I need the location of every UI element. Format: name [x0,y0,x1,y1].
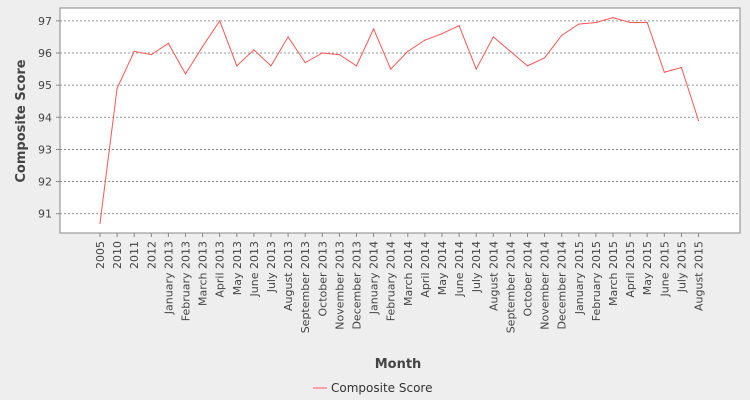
x-tick-label: October 2013 [316,241,329,317]
y-tick-label: 92 [38,176,52,189]
data-point [663,71,665,73]
x-tick-label: June 2013 [248,241,261,297]
x-tick-label: August 2014 [487,241,500,311]
x-tick-label: April 2015 [624,241,637,298]
data-point [441,33,443,35]
data-point [612,17,614,19]
data-point [526,65,529,67]
x-tick-label: 2011 [128,241,141,269]
x-tick-label: 2012 [145,241,158,269]
data-point [390,68,392,70]
y-tick-label: 96 [38,47,52,60]
data-point [253,49,255,51]
legend: Composite Score [313,381,432,395]
x-tick-label: April 2013 [214,241,227,298]
data-point [202,45,204,48]
data-point [150,54,152,56]
data-point [492,36,494,38]
x-tick-label: October 2014 [522,241,535,317]
y-axis-title: Composite Score [14,59,29,182]
y-tick-label: 97 [38,15,52,28]
data-point [578,23,580,25]
data-point [544,57,546,59]
x-tick-label: 2010 [111,241,124,269]
x-tick-label: March 2015 [607,241,620,306]
y-tick-label: 95 [38,79,52,92]
x-tick-label: January 2015 [573,241,586,315]
x-tick-label: February 2014 [385,241,398,321]
data-point [475,68,477,70]
x-tick-label: January 2014 [368,241,381,315]
x-tick-label: March 2013 [197,241,210,306]
x-tick-label: February 2015 [590,241,603,321]
x-tick-label: 2005 [94,241,107,269]
x-tick-label: June 2014 [453,241,466,297]
data-point [219,20,221,22]
data-point [595,21,597,24]
data-point [167,42,169,44]
x-tick-label: May 2015 [641,241,654,295]
data-point [321,52,323,54]
data-point [424,39,426,41]
x-tick-label: February 2013 [180,241,193,321]
y-axis: 91 92 93 94 95 96 97 [38,15,60,221]
x-tick-label: September 2013 [299,241,312,333]
data-point [629,21,631,24]
x-tick-label: July 2014 [470,241,483,293]
x-tick-label: December 2013 [351,241,364,330]
x-tick-label: May 2013 [231,241,244,295]
data-point [184,73,187,75]
y-tick-label: 93 [38,143,52,156]
series-layer [99,17,700,224]
data-point [407,50,409,52]
data-point [355,65,358,67]
x-tick-label: November 2013 [333,241,346,330]
x-axis: 2005 2010 2011 2012 January 2013 February 201… [94,233,706,333]
data-point [509,50,511,52]
grid-lines [60,20,740,215]
x-tick-label: December 2014 [556,241,569,330]
y-tick-label: 94 [38,111,52,124]
data-point [373,28,375,30]
y-tick-label: 91 [38,208,52,221]
data-point [133,50,135,52]
x-tick-label: March 2014 [402,241,415,306]
data-point [270,65,272,67]
plot-area [59,7,741,234]
x-tick-label: January 2013 [162,241,175,315]
x-tick-label: August 2013 [282,241,295,311]
x-tick-label: April 2014 [419,241,432,298]
x-tick-label: July 2013 [265,241,278,293]
data-point [236,65,238,67]
x-tick-label: July 2015 [675,241,688,293]
data-point [99,222,101,224]
x-tick-label: August 2015 [693,241,706,311]
series-line [99,17,699,224]
x-tick-label: November 2014 [539,241,552,330]
data-point [287,36,289,38]
data-point [680,66,683,69]
x-tick-label: May 2014 [436,241,449,295]
data-point [116,87,118,89]
data-point [338,54,340,56]
data-point [646,21,648,24]
data-point [458,25,460,27]
data-point [561,34,563,36]
data-point [304,62,306,64]
legend-label: Composite Score [331,381,432,395]
x-tick-label: June 2015 [658,241,671,297]
x-tick-label: September 2014 [504,241,517,333]
x-axis-title: Month [375,357,422,372]
data-point [697,119,700,122]
